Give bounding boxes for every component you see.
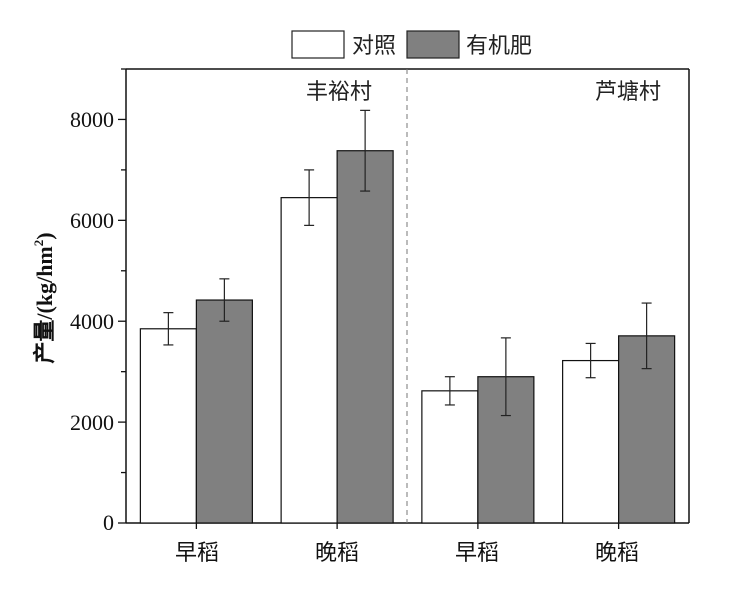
legend: 对照 有机肥 [291, 30, 532, 59]
bar-organic-2 [336, 150, 394, 524]
x-category-label-3: 早稻 [455, 541, 499, 566]
x-category-label-2: 晚稻 [315, 541, 359, 566]
y-axis-title: 产量/(kg/hm2) [31, 232, 57, 363]
y-tick-label-0: 0 [103, 510, 114, 535]
bars-layer [139, 109, 676, 529]
legend-label-control: 对照 [352, 34, 396, 59]
x-category-label-4: 晚稻 [595, 541, 639, 566]
group-label-lutang: 芦塘村 [595, 80, 661, 105]
legend-swatch-organic [406, 30, 460, 59]
y-axis-title-sup: 2 [31, 240, 46, 247]
bar-organic-1 [195, 299, 253, 524]
bar-control-1 [139, 328, 197, 524]
y-axis-title-main: 产量/(kg/hm [32, 246, 57, 363]
y-tick-label-6000: 6000 [70, 208, 114, 233]
bar-control-3 [421, 390, 479, 524]
group-label-fengyu: 丰裕村 [306, 80, 372, 105]
bar-control-4 [562, 359, 620, 524]
x-category-label-1: 早稻 [175, 541, 219, 566]
y-axis-title-close: ) [32, 232, 57, 239]
y-tick-label-8000: 8000 [70, 107, 114, 132]
legend-swatch-control [291, 30, 345, 59]
legend-label-organic: 有机肥 [466, 34, 532, 59]
bar-control-2 [280, 197, 338, 524]
y-tick-label-2000: 2000 [70, 410, 114, 435]
y-axis-ticks [118, 68, 126, 524]
y-tick-label-4000: 4000 [70, 309, 114, 334]
